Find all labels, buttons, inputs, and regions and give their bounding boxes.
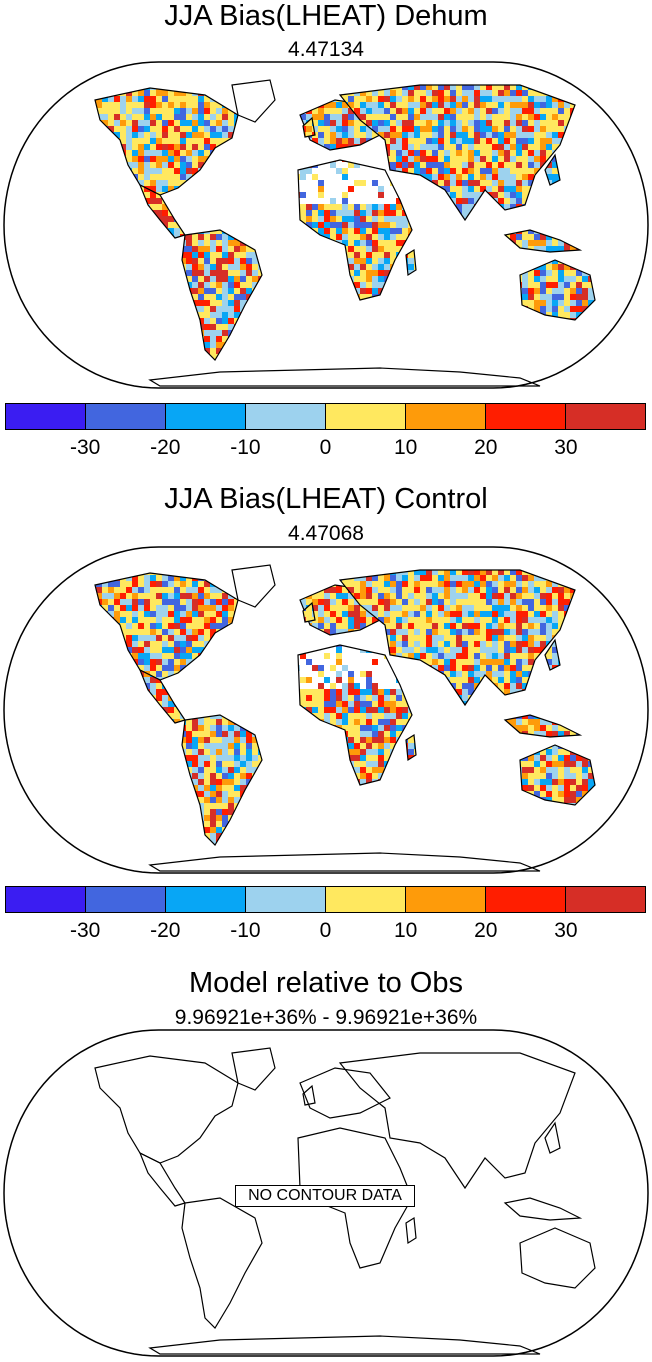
colorbar-tick-label: 0	[320, 919, 332, 943]
colorbar-tick-label: -30	[70, 919, 100, 943]
colorbar-swatch	[326, 404, 406, 429]
colorbar-tick-label: -20	[150, 919, 180, 943]
colorbar-swatch	[326, 887, 406, 912]
australia-outline	[520, 1228, 595, 1288]
panel-2-map	[0, 545, 652, 875]
colorbar-swatch	[246, 404, 326, 429]
antarctica-outline	[150, 368, 540, 386]
colorbar-swatch	[166, 404, 246, 429]
colorbar-swatch	[86, 404, 166, 429]
central-america-outline	[140, 1153, 185, 1206]
colorbar-swatch	[406, 404, 486, 429]
colorbar-swatch	[406, 887, 486, 912]
colorbar-swatch	[566, 404, 645, 429]
colorbar-tick-label: 20	[474, 436, 497, 460]
madagascar-outline	[406, 1218, 416, 1243]
panel-1-map	[0, 60, 652, 390]
panel-3-subtitle: 9.96921e+36% - 9.96921e+36%	[0, 1006, 652, 1030]
colorbar-swatch	[486, 887, 566, 912]
colorbar-swatch	[86, 887, 166, 912]
colorbar-swatch	[166, 887, 246, 912]
colorbar-tick-label: -20	[150, 436, 180, 460]
south-america-outline	[182, 1198, 262, 1328]
colorbar-1	[5, 403, 646, 430]
colorbar-tick-label: 10	[394, 919, 417, 943]
colorbar-tick-label: 30	[554, 919, 577, 943]
colorbar-tick-label: 30	[554, 436, 577, 460]
panel-1-title: JJA Bias(LHEAT) Dehum	[0, 0, 652, 32]
panel-3-title: Model relative to Obs	[0, 967, 652, 999]
no-contour-data-label: NO CONTOUR DATA	[235, 1185, 415, 1207]
colorbar-tick-label: -10	[230, 436, 260, 460]
colorbar-1-labels: -30 -20 -10 0 10 20 30	[0, 436, 652, 462]
asia-outline	[340, 1053, 575, 1188]
antarctica-outline	[150, 853, 540, 871]
colorbar-2-labels: -30 -20 -10 0 10 20 30	[0, 919, 652, 945]
colorbar-swatch	[246, 887, 326, 912]
colorbar-swatch	[6, 404, 86, 429]
indonesia-outline	[505, 1198, 580, 1220]
colorbar-tick-label: 20	[474, 919, 497, 943]
colorbar-tick-label: 10	[394, 436, 417, 460]
colorbar-tick-label: 0	[320, 436, 332, 460]
greenland-outline	[232, 1048, 275, 1090]
panel-1-subtitle: 4.47134	[0, 38, 652, 62]
north-america-outline	[95, 1056, 238, 1163]
panel-2-title: JJA Bias(LHEAT) Control	[0, 483, 652, 515]
colorbar-2	[5, 886, 646, 913]
colorbar-swatch	[486, 404, 566, 429]
colorbar-tick-label: -10	[230, 919, 260, 943]
greenland-outline	[232, 80, 275, 122]
colorbar-swatch	[566, 887, 645, 912]
colorbar-swatch	[6, 887, 86, 912]
antarctica-outline	[150, 1336, 540, 1354]
greenland-outline	[232, 565, 275, 607]
panel-2-subtitle: 4.47068	[0, 522, 652, 546]
colorbar-tick-label: -30	[70, 436, 100, 460]
